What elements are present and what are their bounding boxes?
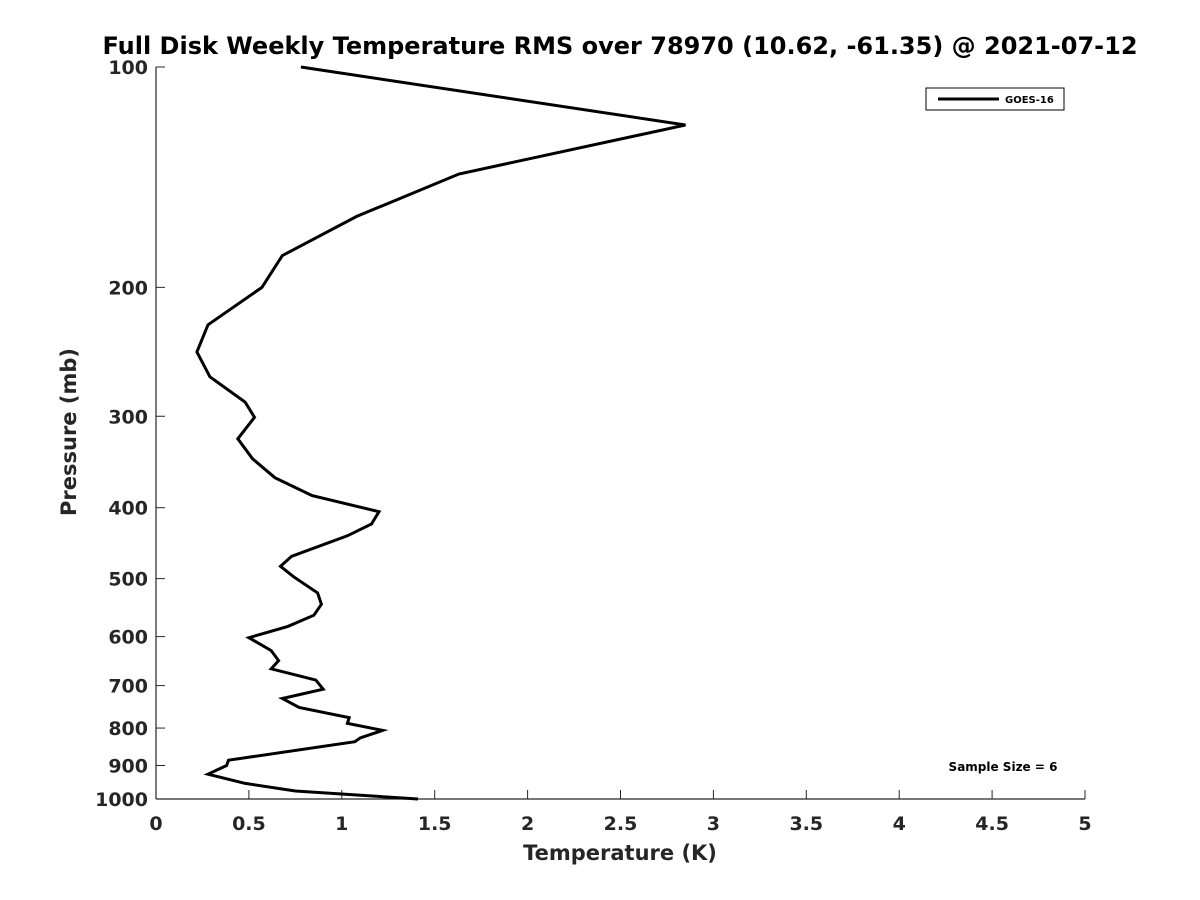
y-tick-label: 400 — [108, 498, 148, 520]
y-tick-label: 800 — [108, 718, 148, 740]
y-tick-label: 1000 — [95, 789, 148, 811]
y-tick-label: 100 — [108, 57, 148, 79]
y-axis-label: Pressure (mb) — [57, 348, 81, 516]
x-tick-label: 4 — [893, 813, 906, 835]
y-tick-label: 600 — [108, 627, 148, 649]
x-tick-label: 2.5 — [604, 813, 638, 835]
x-axis-label: Temperature (K) — [523, 841, 717, 865]
x-tick-label: 4.5 — [975, 813, 1009, 835]
x-tick-label: 5 — [1078, 813, 1091, 835]
y-tick-label: 900 — [108, 756, 148, 778]
chart-title: Full Disk Weekly Temperature RMS over 78… — [102, 32, 1137, 60]
sample-size-annotation: Sample Size = 6 — [949, 760, 1058, 774]
x-tick-label: 1.5 — [418, 813, 452, 835]
x-tick-label: 0 — [149, 813, 162, 835]
series-layer — [195, 65, 686, 801]
legend-label-goes-16: GOES-16 — [1005, 95, 1054, 106]
x-tick-label: 1 — [335, 813, 348, 835]
y-tick-label: 500 — [108, 569, 148, 591]
x-tick-label: 2 — [521, 813, 534, 835]
x-tick-label: 3.5 — [789, 813, 823, 835]
y-tick-label: 700 — [108, 676, 148, 698]
y-tick-label: 300 — [108, 406, 148, 428]
x-tick-label: 0.5 — [232, 813, 266, 835]
x-tick-label: 3 — [707, 813, 720, 835]
x-axis-ticks: 0 0.5 1 1.5 2 2.5 3 3.5 4 4.5 5 — [149, 790, 1092, 835]
series-line-goes-16 — [195, 65, 686, 801]
legend: GOES-16 — [925, 87, 1065, 111]
y-axis-ticks: 100 200 300 400 500 600 700 800 900 1000 — [95, 57, 165, 811]
y-tick-label: 200 — [108, 277, 148, 299]
